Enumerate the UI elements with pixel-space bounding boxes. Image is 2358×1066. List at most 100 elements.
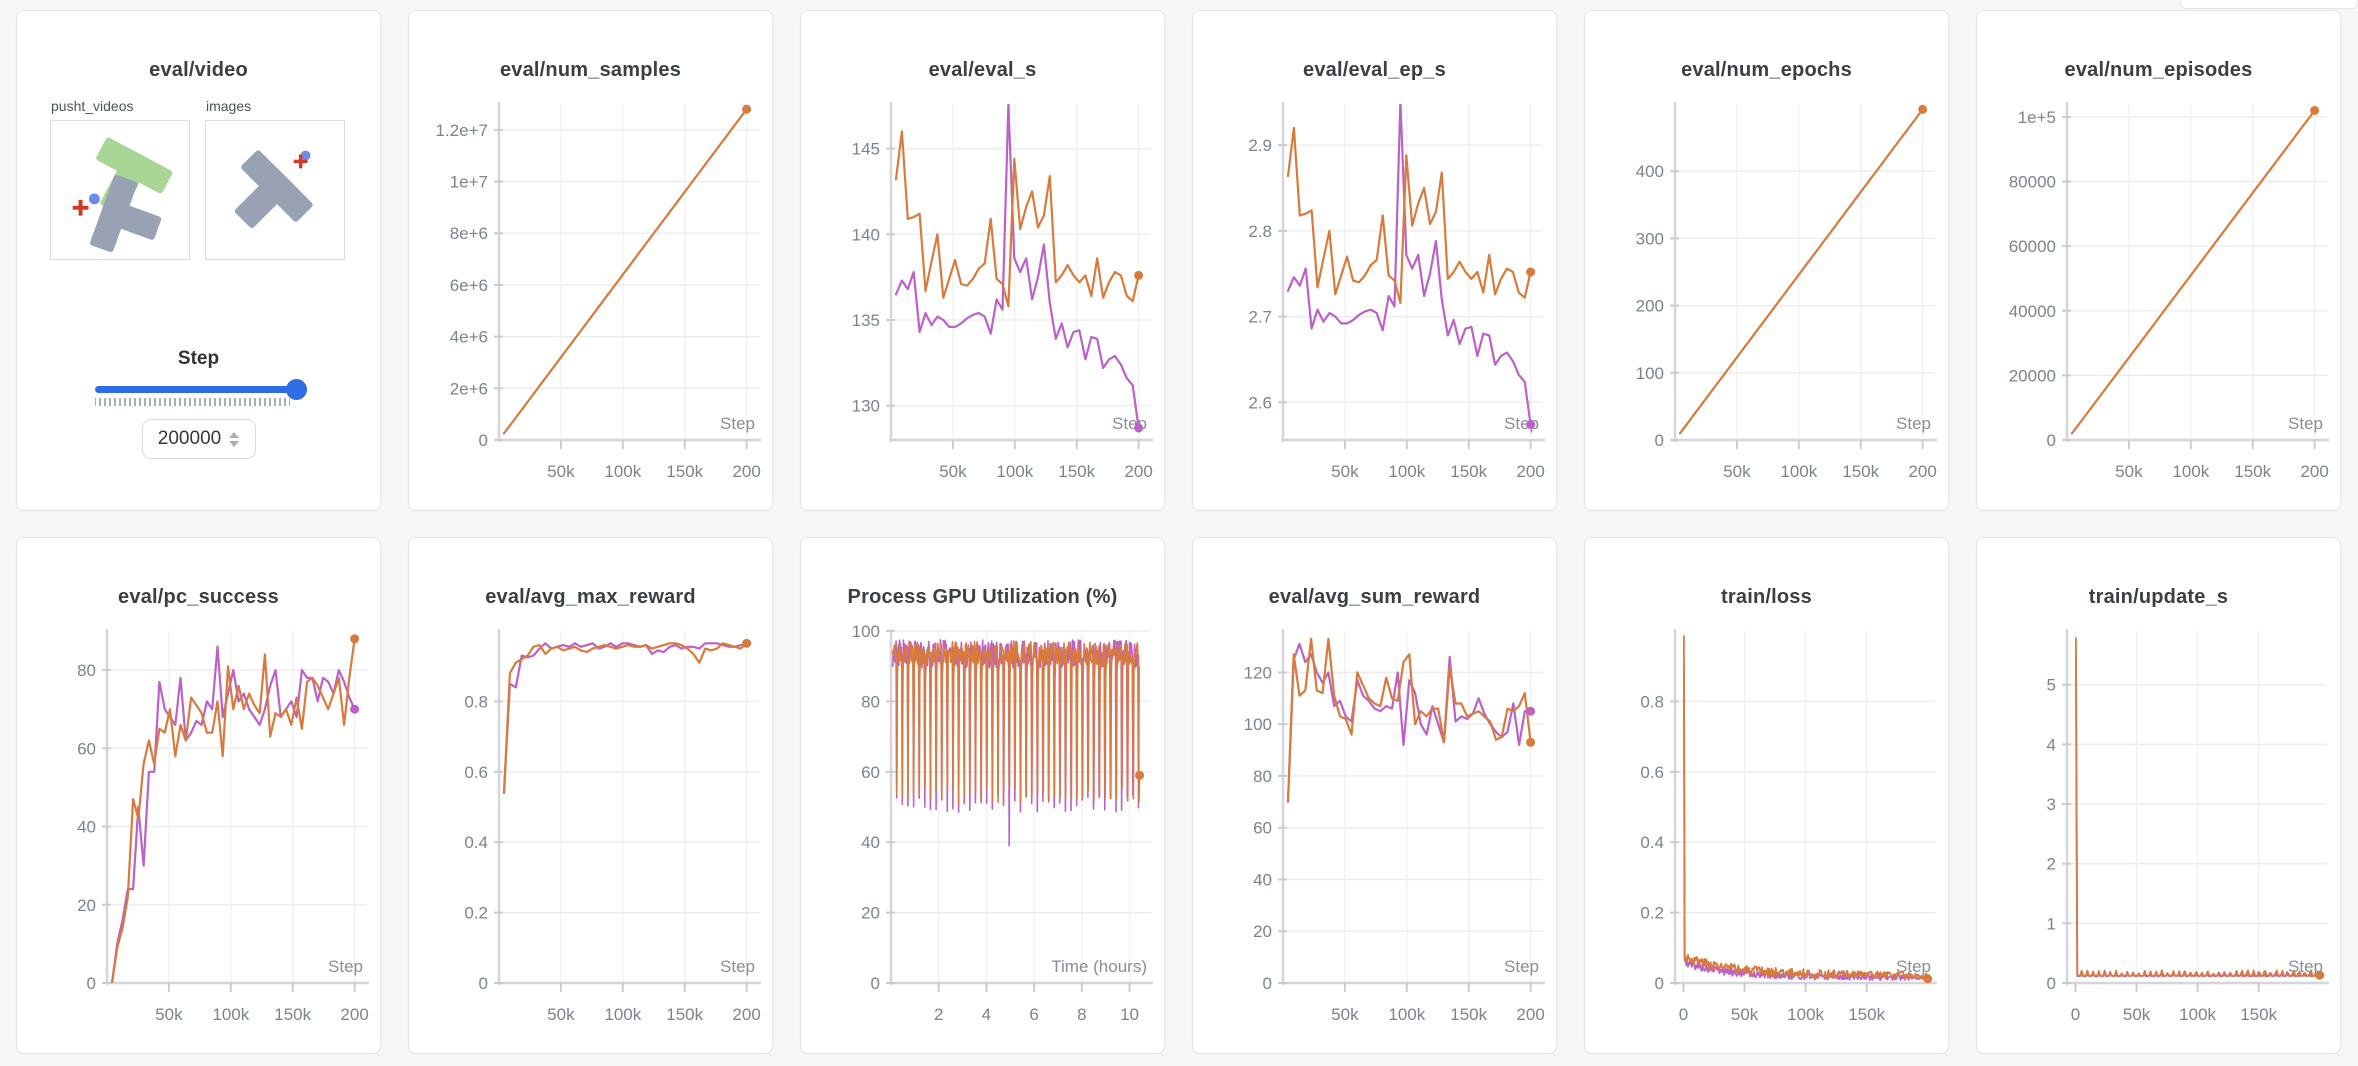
line-chart-eval-avg-sum-reward[interactable]: 0 20 40 60 80 100 120 50k 100k 150k 200 Step — [1193, 619, 1556, 1037]
target-cross-icon — [72, 199, 89, 216]
svg-text:8e+6: 8e+6 — [450, 224, 488, 243]
svg-text:0: 0 — [871, 974, 880, 993]
svg-text:200: 200 — [732, 1005, 760, 1024]
svg-text:4: 4 — [2047, 735, 2056, 754]
svg-text:6: 6 — [1029, 1005, 1038, 1024]
panel-eval-eval-s: eval/eval_s 130 135 140 145 50k 100k 150k 200 St… — [800, 10, 1165, 511]
svg-text:200: 200 — [1908, 462, 1936, 481]
svg-text:100k: 100k — [604, 462, 641, 481]
svg-text:60000: 60000 — [2009, 237, 2056, 256]
panel-title: eval/num_epochs — [1681, 59, 1852, 81]
pusht-scene-image — [234, 150, 313, 229]
panel-process-gpu-utilization: Process GPU Utilization (%) 0 20 40 60 80 100… — [800, 537, 1165, 1054]
svg-text:150k: 150k — [666, 1005, 703, 1024]
panel-title: eval/eval_ep_s — [1303, 59, 1446, 81]
panel-title: eval/num_episodes — [2064, 59, 2253, 81]
panel-eval-avg-sum-reward: eval/avg_sum_reward 0 20 40 60 80 100 120 50k 10… — [1192, 537, 1557, 1054]
panel-title: Process GPU Utilization (%) — [847, 586, 1118, 608]
svg-text:50k: 50k — [155, 1005, 183, 1024]
svg-text:0: 0 — [2047, 431, 2056, 450]
step-slider[interactable] — [94, 379, 307, 406]
svg-text:50k: 50k — [2123, 1005, 2151, 1024]
line-chart-train-update-s[interactable]: 0 1 2 3 4 5 0 50k 100k 150k Step — [1977, 619, 2340, 1037]
svg-text:0.6: 0.6 — [1640, 763, 1664, 782]
svg-text:140: 140 — [852, 225, 880, 244]
media-label: images — [206, 98, 252, 114]
line-chart-eval-num-epochs[interactable]: 0 100 200 300 400 50k 100k 150k 200 Step — [1585, 92, 1948, 494]
step-slider-label: Step — [177, 348, 220, 369]
svg-text:50k: 50k — [547, 1005, 575, 1024]
svg-text:0: 0 — [2047, 974, 2056, 993]
slider-thumb[interactable] — [285, 379, 307, 400]
panel-eval-video: eval/video pusht_videos — [16, 10, 381, 511]
svg-text:80: 80 — [77, 661, 96, 680]
line-chart-eval-avg-max-reward[interactable]: 0 0.2 0.4 0.6 0.8 50k 100k 150k 200 Step — [409, 619, 772, 1037]
svg-text:100: 100 — [852, 622, 880, 641]
svg-text:150k: 150k — [666, 462, 703, 481]
svg-text:6e+6: 6e+6 — [450, 276, 488, 295]
svg-text:100k: 100k — [1787, 1005, 1824, 1024]
svg-text:0: 0 — [479, 431, 488, 450]
line-chart-eval-num-samples[interactable]: 0 2e+6 4e+6 6e+6 8e+6 1e+7 1.2e+7 50k 100k 150k 20… — [409, 92, 772, 494]
svg-text:Time (hours): Time (hours) — [1051, 957, 1147, 976]
line-chart-process-gpu-utilization[interactable]: 0 20 40 60 80 100 2 4 6 8 10 Time (hours) — [801, 619, 1164, 1037]
svg-text:0: 0 — [1655, 974, 1664, 993]
number-spinner — [229, 431, 240, 447]
svg-text:60: 60 — [1253, 819, 1272, 838]
svg-text:80000: 80000 — [2009, 173, 2056, 192]
agent-dot — [88, 193, 100, 205]
svg-text:0.2: 0.2 — [1640, 904, 1664, 923]
svg-text:100k: 100k — [2172, 462, 2209, 481]
svg-text:100k: 100k — [212, 1005, 249, 1024]
slider-track[interactable] — [94, 379, 307, 400]
svg-text:200: 200 — [732, 462, 760, 481]
svg-text:0.4: 0.4 — [1640, 833, 1664, 852]
svg-text:2.7: 2.7 — [1248, 308, 1272, 327]
svg-text:4e+6: 4e+6 — [450, 328, 488, 347]
spinner-up-icon[interactable] — [229, 431, 240, 438]
svg-text:2: 2 — [2047, 855, 2056, 874]
spinner-down-icon[interactable] — [229, 440, 240, 447]
panel-eval-num-samples: eval/num_samples 0 2e+6 4e+6 6e+6 8e+6 1e+7 1.… — [408, 10, 773, 511]
panel-train-loss: train/loss 0 0.2 0.4 0.6 0.8 0 50k 100k 150k Step — [1584, 537, 1949, 1054]
svg-text:2.9: 2.9 — [1248, 136, 1272, 155]
step-input[interactable]: 200000 — [141, 419, 256, 459]
step-input-value[interactable]: 200000 — [157, 428, 222, 449]
svg-text:100k: 100k — [1388, 1005, 1425, 1024]
svg-text:20: 20 — [861, 904, 880, 923]
panel-eval-eval-ep-s: eval/eval_ep_s 2.6 2.7 2.8 2.9 50k 100k 150k 20… — [1192, 10, 1557, 511]
svg-text:80: 80 — [1253, 767, 1272, 786]
svg-text:4: 4 — [982, 1005, 991, 1024]
svg-text:50k: 50k — [2115, 462, 2143, 481]
svg-text:2.6: 2.6 — [1248, 393, 1272, 412]
slider-tick-marks — [94, 398, 303, 406]
svg-text:Step: Step — [2288, 414, 2323, 433]
media-row: pusht_videos — [17, 98, 345, 260]
svg-text:80: 80 — [861, 692, 880, 711]
partial-panel-fragment — [2180, 0, 2358, 9]
svg-text:150k: 150k — [1842, 462, 1879, 481]
svg-text:50k: 50k — [1723, 462, 1751, 481]
gray-t-block — [234, 150, 313, 229]
line-chart-eval-num-episodes[interactable]: 0 20000 40000 60000 80000 1e+5 50k 100k 150k 200 S… — [1977, 92, 2340, 494]
svg-text:150k: 150k — [2234, 462, 2271, 481]
svg-text:3: 3 — [2047, 795, 2056, 814]
svg-text:200: 200 — [1516, 1005, 1544, 1024]
svg-text:150k: 150k — [1450, 1005, 1487, 1024]
video-thumbnail-images[interactable] — [205, 120, 345, 260]
panel-title: eval/avg_max_reward — [485, 586, 696, 608]
svg-text:150k: 150k — [1848, 1005, 1885, 1024]
line-chart-train-loss[interactable]: 0 0.2 0.4 0.6 0.8 0 50k 100k 150k Step — [1585, 619, 1948, 1037]
svg-text:2.8: 2.8 — [1248, 222, 1272, 241]
svg-text:50k: 50k — [939, 462, 967, 481]
panel-title: train/loss — [1721, 586, 1812, 608]
svg-text:20: 20 — [1253, 922, 1272, 941]
svg-text:40000: 40000 — [2009, 302, 2056, 321]
line-chart-eval-pc-success[interactable]: 0 20 40 60 80 50k 100k 150k 200 Step — [17, 619, 380, 1037]
svg-text:120: 120 — [1244, 663, 1272, 682]
video-thumbnail-pusht-videos[interactable] — [50, 120, 190, 260]
gray-t-block — [90, 174, 162, 253]
